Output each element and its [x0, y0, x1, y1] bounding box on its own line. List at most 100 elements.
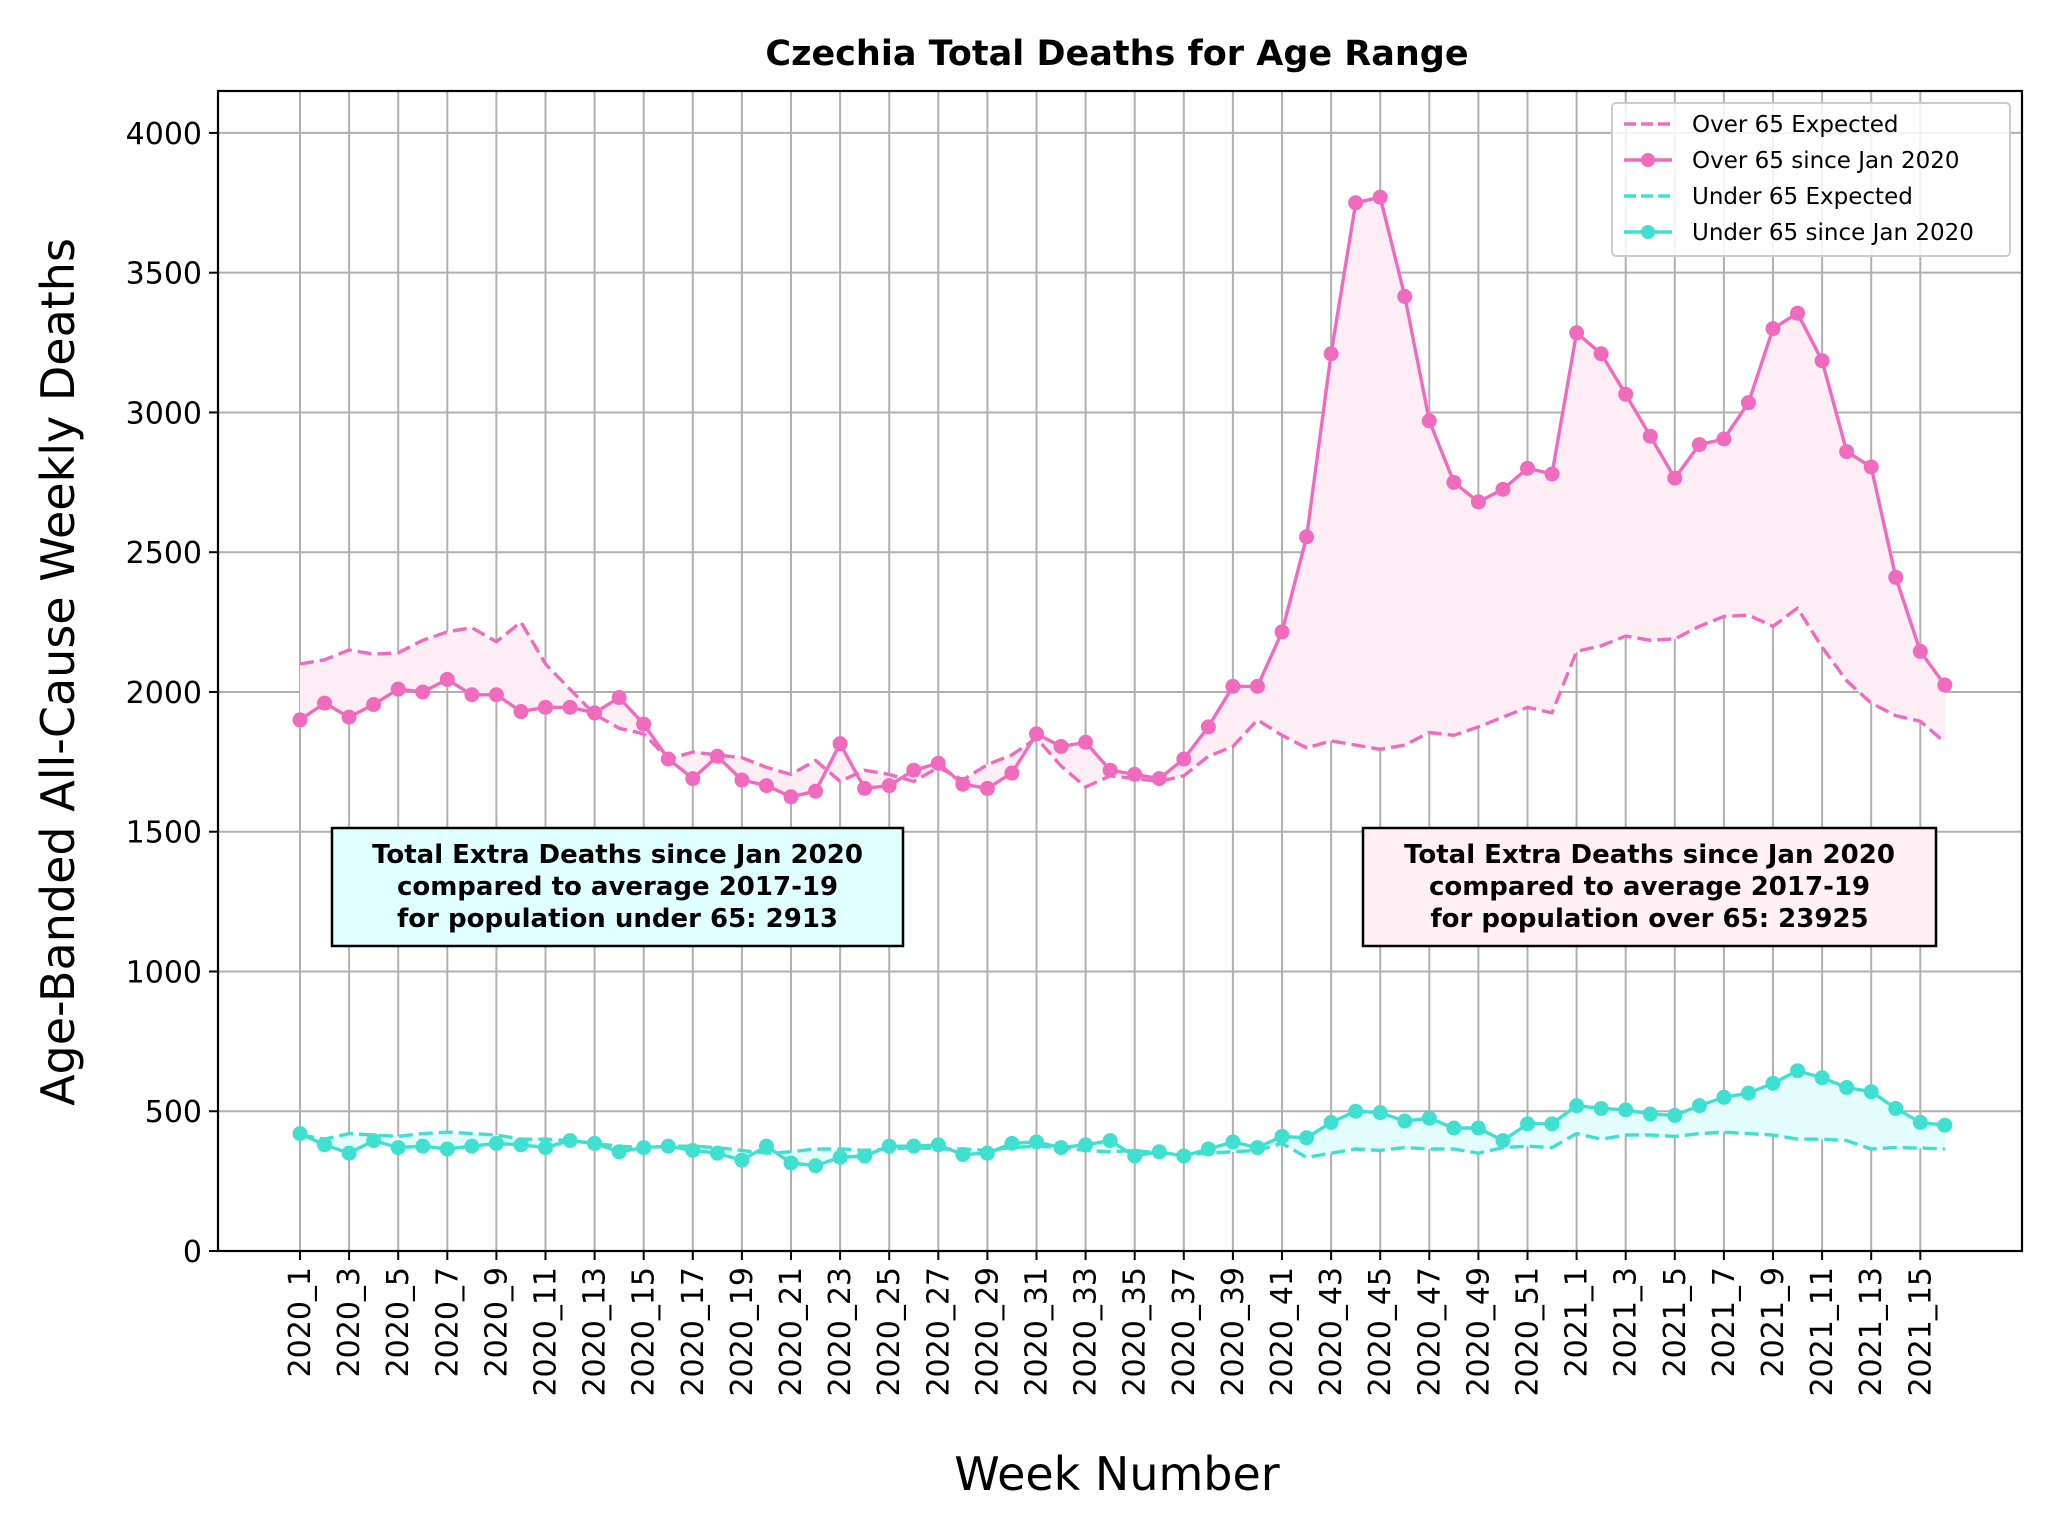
- over-65-since-jan-2020-point: [1078, 734, 1094, 750]
- under-65-since-jan-2020-point: [488, 1135, 504, 1151]
- over-65-excess-fill: [300, 197, 1945, 797]
- x-tick-label: 2020_3: [332, 1267, 367, 1377]
- under-65-since-jan-2020-point: [758, 1138, 774, 1154]
- under-65-since-jan-2020-point: [1348, 1103, 1364, 1119]
- over-65-since-jan-2020-point: [1348, 195, 1364, 211]
- x-tick-label: 2020_13: [578, 1267, 613, 1397]
- over-65-since-jan-2020-point: [857, 780, 873, 796]
- over-65-since-jan-2020-point: [1667, 470, 1683, 486]
- under-65-since-jan-2020-point: [1176, 1148, 1192, 1164]
- under-65-since-jan-2020-point: [685, 1142, 701, 1158]
- over-65-since-jan-2020-point: [930, 755, 946, 771]
- over-65-since-jan-2020-point: [538, 699, 553, 715]
- under-65-since-jan-2020-point: [611, 1144, 627, 1160]
- legend-entry: Over 65 Expected: [1692, 112, 1899, 138]
- over-65-since-jan-2020-point: [1397, 288, 1413, 304]
- over-65-since-jan-2020-point: [1102, 762, 1118, 778]
- x-tick-label: 2021_9: [1756, 1267, 1791, 1377]
- over-65-since-jan-2020-point: [1691, 437, 1707, 453]
- x-tick-label: 2020_15: [627, 1267, 662, 1397]
- under-65-since-jan-2020-point: [538, 1140, 553, 1156]
- over-65-since-jan-2020-point: [1544, 466, 1560, 482]
- over-65-since-jan-2020-point: [1839, 444, 1855, 460]
- under-65-excess-fill: [300, 1070, 1945, 1166]
- under-65-since-jan-2020-point: [1421, 1110, 1437, 1126]
- under-65-since-jan-2020-point: [1470, 1120, 1486, 1136]
- under-65-since-jan-2020-point: [1225, 1134, 1241, 1150]
- under-65-since-jan-2020-point: [366, 1133, 382, 1149]
- under-65-since-jan-2020-point: [1691, 1098, 1707, 1114]
- over-65-since-jan-2020-point: [1790, 305, 1806, 321]
- over-65-since-jan-2020-point: [464, 687, 480, 703]
- under-65-since-jan-2020-point: [439, 1141, 455, 1157]
- over-65-since-jan-2020-point: [1520, 460, 1535, 476]
- under-65-since-jan-2020-point: [341, 1145, 357, 1161]
- under-65-since-jan-2020-point: [1397, 1113, 1413, 1129]
- over-65-since-jan-2020-point: [562, 699, 578, 715]
- under-65-since-jan-2020-point: [783, 1155, 799, 1171]
- over-65-since-jan-2020-point: [1814, 353, 1830, 369]
- under-65-since-jan-2020-point: [1053, 1140, 1069, 1156]
- under-65-since-jan-2020-point: [1249, 1140, 1265, 1156]
- under-65-since-jan-2020-point: [390, 1140, 406, 1156]
- under-65-since-jan-2020-point: [317, 1137, 333, 1153]
- under-65-since-jan-2020-point: [906, 1138, 922, 1154]
- legend-entry: Over 65 since Jan 2020: [1692, 148, 1960, 174]
- over-65-since-jan-2020-point: [832, 736, 848, 752]
- y-tick-label: 500: [145, 1095, 202, 1130]
- under-65-since-jan-2020-point: [1888, 1100, 1904, 1116]
- annotation-line: compared to average 2017-19: [1429, 872, 1870, 902]
- under-65-since-jan-2020-point: [1200, 1141, 1216, 1157]
- under-65-since-jan-2020-point: [587, 1135, 603, 1151]
- x-tick-label: 2020_31: [1020, 1267, 1055, 1397]
- under-65-since-jan-2020-point: [1299, 1130, 1315, 1146]
- under-65-since-jan-2020-point: [1372, 1105, 1388, 1121]
- x-tick-label: 2020_25: [872, 1267, 907, 1397]
- x-tick-label: 2020_45: [1363, 1267, 1398, 1397]
- plot-frame: [216, 89, 2024, 1253]
- under-65-since-jan-2020-point: [1863, 1084, 1879, 1100]
- x-tick-label: 2020_5: [381, 1267, 416, 1377]
- over-65-since-jan-2020-point: [1225, 678, 1241, 694]
- under-65-since-jan-2020-point: [930, 1137, 946, 1153]
- over-65-since-jan-2020-point: [587, 705, 603, 721]
- under-65-since-jan-2020-point: [832, 1149, 848, 1165]
- over-65-since-jan-2020-point: [292, 712, 308, 728]
- under-65-since-jan-2020-point: [1127, 1148, 1143, 1164]
- over-65-since-jan-2020-point: [1176, 751, 1192, 767]
- legend-box: [1611, 102, 2011, 257]
- over-65-since-jan-2020-point: [1937, 677, 1953, 693]
- over-65-since-jan-2020-point: [979, 780, 995, 796]
- over-65-since-jan-2020-point: [685, 771, 701, 787]
- annotation-line: for population under 65: 2913: [397, 904, 838, 934]
- under-65-since-jan-2020-point: [513, 1137, 529, 1153]
- annotation-line: compared to average 2017-19: [397, 872, 838, 902]
- over-65-since-jan-2020-point: [636, 716, 652, 732]
- annotation-line: Total Extra Deaths since Jan 2020: [1404, 840, 1895, 870]
- y-tick-label: 3000: [126, 396, 202, 431]
- x-tick-label: 2020_19: [725, 1267, 760, 1397]
- under-65-since-jan-2020-point: [857, 1148, 873, 1164]
- y-axis-label: Age-Banded All-Cause Weekly Deaths: [31, 238, 85, 1106]
- over-65-since-jan-2020-point: [1004, 765, 1020, 781]
- under-65-since-jan-2020-point: [1790, 1063, 1806, 1079]
- under-65-since-jan-2020-point: [979, 1145, 995, 1161]
- over-65-since-jan-2020-point: [660, 751, 676, 767]
- over-65-since-jan-2020-point: [881, 778, 897, 794]
- over-65-since-jan-2020-point: [1127, 766, 1143, 782]
- over-65-annotation-box: [1361, 826, 1938, 948]
- x-tick-label: 2021_1: [1560, 1267, 1595, 1377]
- over-65-since-jan-2020-point: [808, 783, 824, 799]
- annotation-line: for population over 65: 23925: [1430, 904, 1868, 934]
- over-65-since-jan-2020-point: [1446, 474, 1462, 490]
- y-tick-label: 0: [183, 1235, 202, 1270]
- x-tick-label: 2021_5: [1658, 1267, 1693, 1377]
- x-tick-label: 2020_7: [430, 1267, 465, 1377]
- x-tick-label: 2020_43: [1314, 1267, 1349, 1397]
- y-tick-label: 2500: [126, 536, 202, 571]
- over-65-since-jan-2020-point: [1765, 321, 1781, 337]
- x-tick-label: 2020_9: [479, 1267, 514, 1377]
- legend-marker: [1641, 225, 1655, 239]
- under-65-since-jan-2020-point: [660, 1138, 676, 1154]
- x-tick-label: 2020_33: [1069, 1267, 1104, 1397]
